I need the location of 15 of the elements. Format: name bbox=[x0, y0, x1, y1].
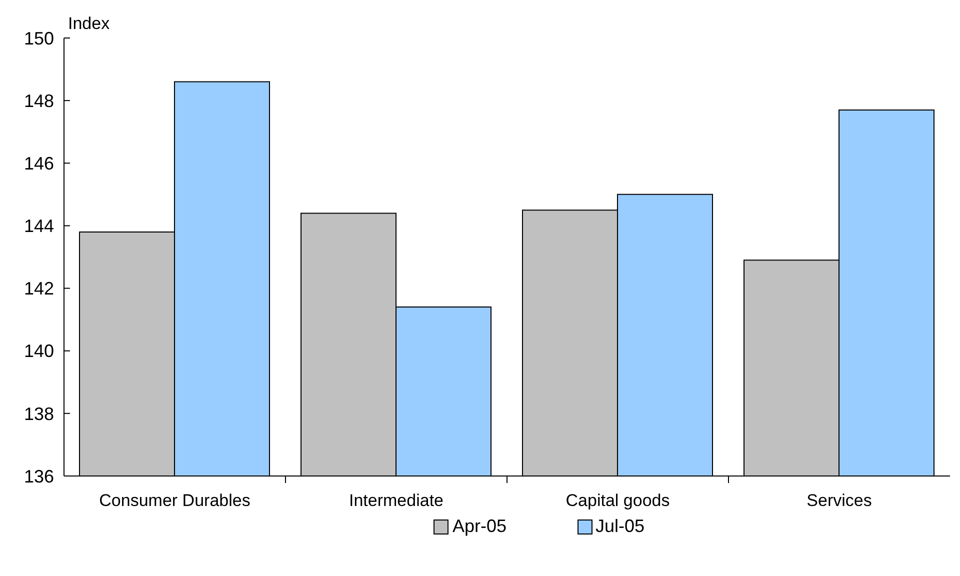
x-tick-label: Intermediate bbox=[349, 491, 444, 510]
y-tick-label: 140 bbox=[24, 341, 54, 362]
y-tick-label: 144 bbox=[24, 216, 54, 236]
y-tick-label: 138 bbox=[24, 404, 54, 424]
x-tick-label: Services bbox=[806, 491, 872, 510]
y-tick-label: 136 bbox=[24, 466, 54, 486]
y-axis-title: Index bbox=[68, 14, 110, 34]
legend-label: Apr-05 bbox=[452, 516, 506, 537]
x-tick-label: Consumer Durables bbox=[99, 491, 250, 510]
y-tick-label: 148 bbox=[24, 90, 54, 111]
y-tick-label: 146 bbox=[24, 154, 54, 174]
y-tick-label: 150 bbox=[24, 28, 54, 48]
legend-label: Jul-05 bbox=[596, 516, 645, 537]
y-tick-label: 142 bbox=[24, 278, 54, 299]
x-tick-label: Capital goods bbox=[566, 491, 670, 510]
